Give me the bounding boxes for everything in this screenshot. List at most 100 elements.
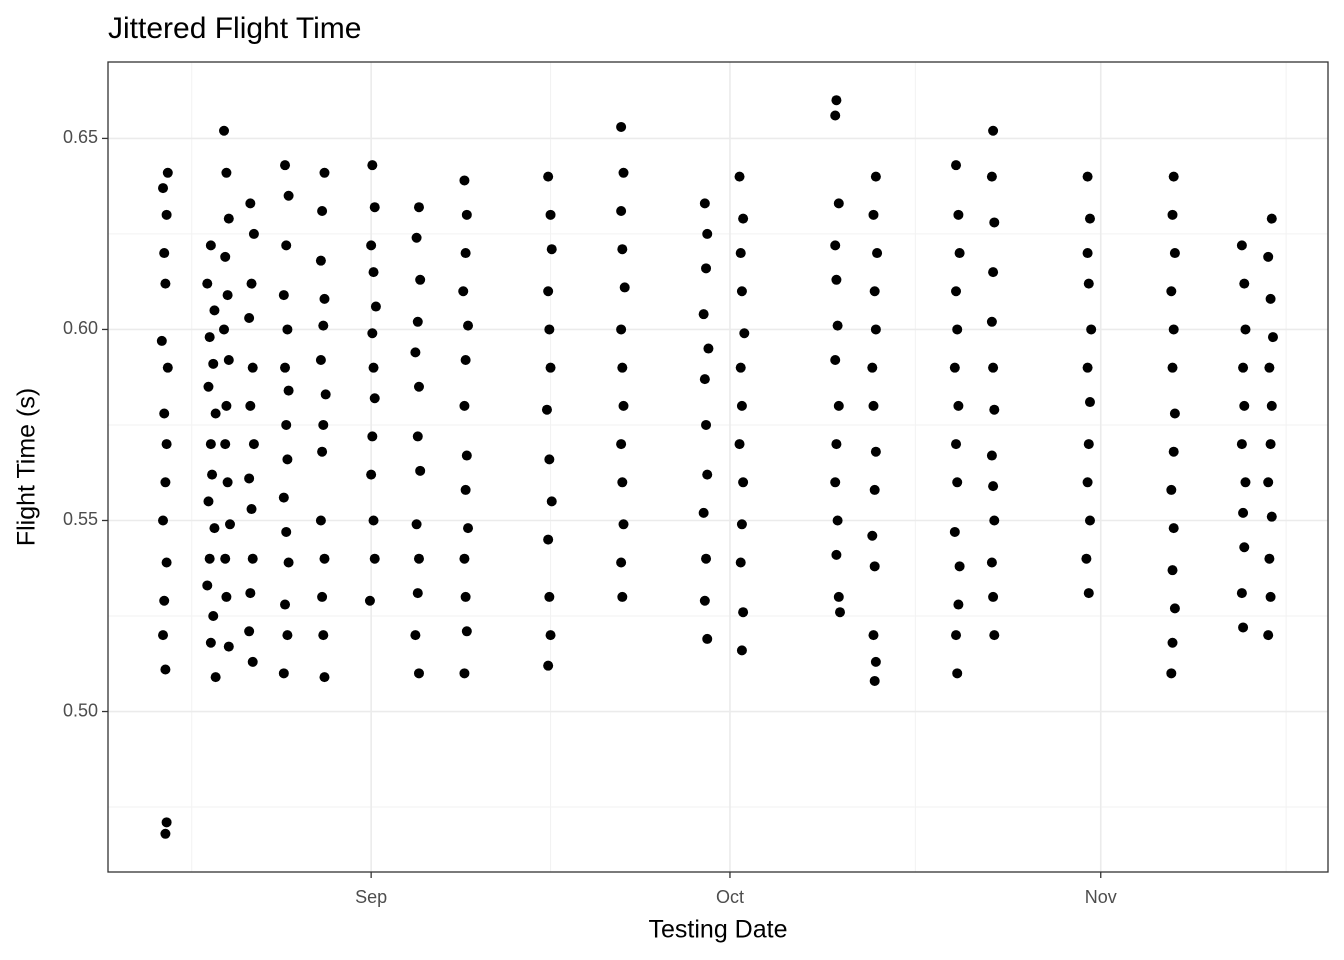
point	[413, 202, 424, 213]
point	[202, 278, 213, 289]
point	[369, 393, 380, 404]
point	[203, 381, 214, 392]
point	[1265, 293, 1276, 304]
point	[315, 255, 326, 266]
point	[1169, 408, 1180, 419]
point	[280, 362, 291, 373]
point	[1167, 362, 1178, 373]
point	[1084, 397, 1095, 408]
point	[248, 228, 259, 239]
point	[870, 656, 881, 667]
point	[460, 591, 471, 602]
point	[952, 668, 963, 679]
point	[317, 446, 328, 457]
y-tick-label: 0.65	[63, 127, 98, 147]
point	[281, 419, 292, 430]
point	[699, 198, 710, 209]
point	[1168, 324, 1179, 335]
point	[247, 553, 258, 564]
point	[1169, 603, 1180, 614]
point	[867, 362, 878, 373]
point	[735, 248, 746, 259]
point	[616, 439, 627, 450]
point	[368, 515, 379, 526]
point	[463, 523, 474, 534]
point	[1168, 523, 1179, 534]
point	[223, 213, 234, 224]
point	[315, 515, 326, 526]
point	[161, 209, 172, 220]
point	[248, 439, 259, 450]
point	[988, 481, 999, 492]
point	[867, 530, 878, 541]
y-axis-title: Flight Time (s)	[13, 388, 41, 546]
point	[160, 477, 171, 488]
point	[459, 668, 470, 679]
point	[278, 290, 289, 301]
point	[319, 167, 330, 178]
point	[702, 228, 713, 239]
point	[412, 588, 423, 599]
point	[208, 358, 219, 369]
point	[1086, 324, 1097, 335]
point	[411, 232, 422, 243]
point	[953, 209, 964, 220]
point	[281, 526, 292, 537]
point	[617, 362, 628, 373]
point	[283, 190, 294, 201]
point	[872, 248, 883, 259]
point	[160, 664, 171, 675]
point	[951, 160, 962, 171]
point	[699, 374, 710, 385]
point	[318, 630, 329, 641]
point	[282, 324, 293, 335]
point	[986, 450, 997, 461]
point	[319, 293, 330, 304]
point	[701, 419, 712, 430]
point	[986, 557, 997, 568]
point	[739, 328, 750, 339]
point	[205, 439, 216, 450]
point	[210, 408, 221, 419]
point	[988, 362, 999, 373]
point	[1166, 286, 1177, 297]
point	[1236, 439, 1247, 450]
point	[736, 286, 747, 297]
point	[370, 301, 381, 312]
point	[989, 515, 1000, 526]
point	[869, 286, 880, 297]
point	[1264, 553, 1275, 564]
point	[986, 171, 997, 182]
point	[1263, 251, 1274, 262]
point	[869, 561, 880, 572]
point	[225, 519, 235, 530]
point	[738, 477, 749, 488]
point	[411, 519, 422, 530]
point	[461, 626, 472, 637]
point	[1240, 477, 1251, 488]
point	[369, 553, 380, 564]
point	[281, 240, 292, 251]
point	[541, 404, 552, 415]
point	[736, 645, 747, 656]
point	[953, 400, 964, 411]
point	[223, 355, 234, 366]
point	[951, 286, 962, 297]
point	[698, 309, 709, 320]
point	[869, 484, 880, 495]
point	[618, 519, 629, 530]
point	[280, 160, 291, 171]
point	[543, 660, 554, 671]
point	[988, 125, 999, 136]
point	[698, 507, 709, 518]
point	[1238, 507, 1249, 518]
point	[244, 473, 255, 484]
point	[368, 362, 379, 373]
point	[367, 431, 378, 442]
point	[283, 385, 294, 396]
point	[246, 278, 257, 289]
point	[1263, 477, 1274, 488]
point	[1266, 213, 1277, 224]
point	[830, 240, 841, 251]
point	[868, 400, 879, 411]
